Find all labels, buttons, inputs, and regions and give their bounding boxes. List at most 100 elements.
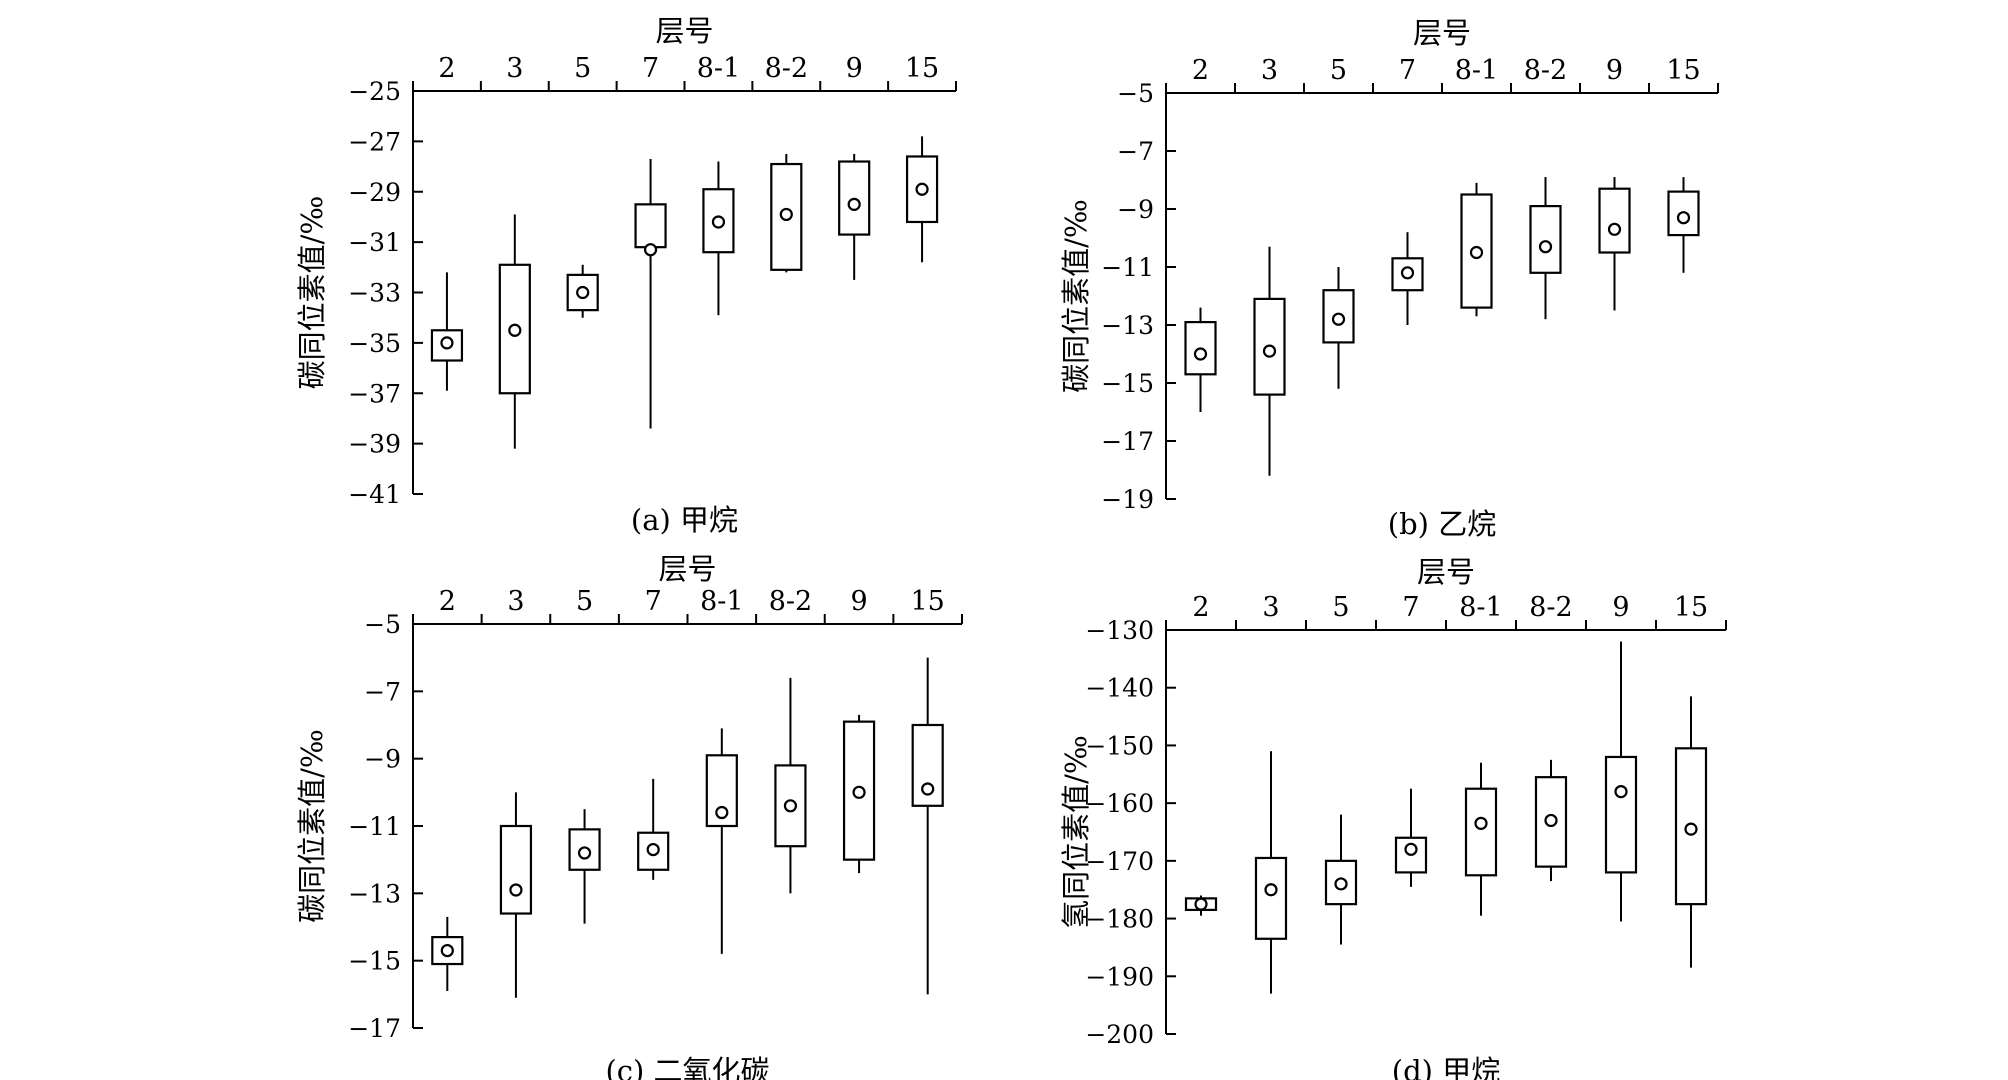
mean-marker — [1262, 344, 1277, 358]
box-7 — [637, 778, 670, 880]
y-tick-label: −11 — [1101, 253, 1154, 282]
panel-caption: (c) 二氧化碳 — [605, 1054, 769, 1080]
box-15 — [911, 657, 944, 995]
mean-marker — [1474, 816, 1488, 830]
x-tick-label: 2 — [1192, 592, 1209, 623]
x-tick-label: 5 — [1330, 55, 1347, 86]
box-15 — [905, 136, 939, 263]
mean-marker — [1264, 883, 1278, 897]
box-8-1 — [705, 728, 738, 954]
x-tick-label: 8-1 — [1455, 55, 1498, 86]
x-tick-label: 9 — [1612, 592, 1629, 623]
y-axis-title: 碳同位素值/‰ — [295, 729, 329, 923]
y-tick-label: −15 — [348, 947, 401, 976]
mean-marker — [852, 785, 866, 799]
y-tick-label: −170 — [1085, 847, 1154, 876]
box-3 — [1254, 751, 1288, 994]
box-5 — [1322, 267, 1355, 389]
x-tick-label: 15 — [1666, 55, 1700, 86]
box-rect — [634, 203, 667, 249]
mean-marker — [509, 883, 523, 897]
box-8-2 — [1534, 759, 1568, 882]
mean-marker — [1331, 312, 1346, 326]
box-8-2 — [770, 153, 803, 273]
x-tick-label: 9 — [846, 53, 863, 84]
x-tick-label: 15 — [911, 586, 945, 617]
y-tick-label: −39 — [348, 430, 401, 459]
x-tick-label: 7 — [1399, 55, 1416, 86]
mean-marker — [1194, 897, 1208, 911]
mean-marker — [783, 799, 798, 813]
mean-marker — [1684, 822, 1698, 836]
mean-marker — [921, 782, 935, 796]
y-tick-label: −180 — [1085, 905, 1154, 934]
panel-caption: (d) 甲烷 — [1392, 1054, 1500, 1080]
mean-marker — [847, 197, 861, 211]
y-tick-label: −5 — [364, 610, 401, 639]
box-8-2 — [1529, 177, 1562, 320]
panel-a: 2 3 5 7 8-1 8-2 9 15 −25 −27 −29 −31 −33 −35 −37 −39 −41… — [295, 14, 957, 537]
y-tick-label: −130 — [1085, 616, 1154, 645]
y-tick-label: −31 — [348, 228, 401, 257]
y-tick-label: −7 — [364, 677, 401, 706]
y-tick-label: −160 — [1085, 789, 1154, 818]
y-tick-label: −9 — [1117, 195, 1154, 224]
panel-caption: (b) 乙烷 — [1388, 507, 1496, 541]
box-8-1 — [1460, 182, 1493, 317]
panel-b: 2 3 5 7 8-1 8-2 9 15 −5 −7 −9 −11 −13 −15 −17 −19 层号碳同位素… — [1059, 16, 1719, 541]
box-9 — [838, 153, 871, 280]
mean-marker — [1193, 347, 1208, 361]
y-tick-label: −27 — [348, 127, 401, 156]
box-5 — [568, 809, 601, 924]
y-tick-label: −11 — [348, 812, 401, 841]
y-axis-title: 碳同位素值/‰ — [1059, 199, 1093, 393]
x-axis-title: 层号 — [658, 552, 716, 586]
box-9 — [1604, 641, 1638, 922]
box-rect — [1529, 205, 1562, 274]
box-rect — [1464, 787, 1498, 877]
y-tick-label: −17 — [348, 1014, 401, 1043]
box-2 — [1184, 307, 1217, 412]
mean-marker — [440, 943, 454, 958]
box-9 — [1598, 177, 1631, 311]
mean-marker — [576, 285, 590, 300]
y-tick-label: −9 — [364, 745, 401, 774]
x-tick-label: 3 — [507, 586, 524, 617]
x-tick-label: 15 — [905, 53, 939, 84]
y-tick-label: −140 — [1085, 674, 1154, 703]
x-axis-title: 层号 — [655, 14, 713, 48]
box-rect — [499, 824, 533, 915]
box-2 — [1184, 895, 1218, 916]
y-tick-label: −13 — [348, 879, 401, 908]
x-tick-label: 8-1 — [700, 586, 743, 617]
box-rect — [1598, 187, 1631, 254]
mean-marker — [1544, 813, 1558, 828]
mean-marker — [1676, 211, 1691, 225]
panel-c: 2 3 5 7 8-1 8-2 9 15 −5 −7 −9 −11 −13 −15 −17 层号碳同位素值/‰… — [295, 552, 963, 1080]
mean-marker — [1400, 266, 1415, 280]
y-tick-label: −7 — [1117, 137, 1154, 166]
box-3 — [1253, 246, 1286, 476]
x-tick-label: 7 — [645, 586, 662, 617]
mean-marker — [915, 182, 929, 196]
box-15 — [1667, 177, 1700, 273]
y-tick-label: −25 — [348, 77, 401, 106]
mean-marker — [440, 336, 454, 350]
box-7 — [1394, 788, 1428, 887]
x-tick-label: 8-2 — [1524, 55, 1567, 86]
x-tick-label: 8-1 — [697, 53, 740, 84]
y-tick-label: −15 — [1101, 369, 1154, 398]
mean-marker — [646, 842, 660, 857]
x-axis-title: 层号 — [1413, 16, 1471, 50]
box-5 — [1324, 814, 1358, 945]
mean-marker — [1614, 784, 1628, 799]
x-tick-label: 2 — [439, 586, 456, 617]
mean-marker — [779, 207, 793, 222]
box-9 — [842, 714, 876, 874]
box-8-2 — [774, 677, 807, 894]
y-tick-label: −29 — [348, 178, 401, 207]
x-tick-label: 3 — [1261, 55, 1278, 86]
box-3 — [498, 214, 531, 449]
x-tick-label: 5 — [576, 586, 593, 617]
